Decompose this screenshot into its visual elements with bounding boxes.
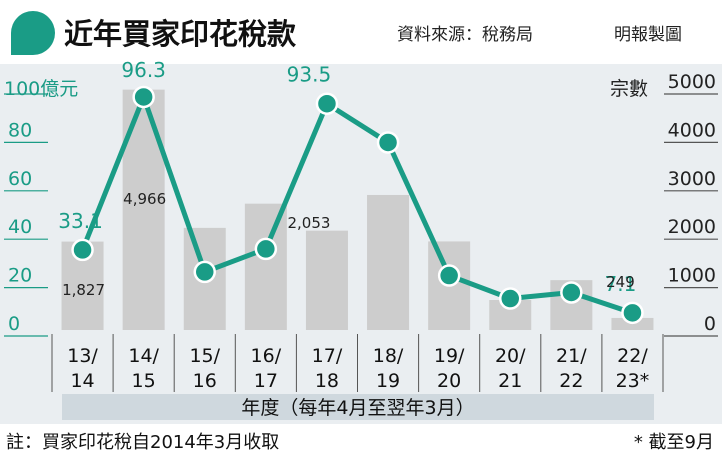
- tax-point-19/20: [437, 264, 461, 287]
- asterisk-footnote: * 截至9月: [634, 432, 714, 453]
- x-tick-label: 13/: [67, 345, 98, 367]
- right-axis-unit-label: 宗數: [610, 78, 648, 100]
- bar-16/17: [244, 203, 287, 330]
- x-tick-label: 17: [254, 370, 278, 392]
- x-axis-title: 年度（每年4月至翌年3月）: [241, 397, 474, 419]
- count-value-label: 4,966: [123, 190, 166, 208]
- x-tick-label: 15/: [189, 345, 220, 367]
- tax-value-label: 7.1: [605, 272, 637, 296]
- x-tick-label: 14: [70, 370, 94, 392]
- left-axis-tick-label: 60: [8, 168, 32, 190]
- tax-point-14/15: [132, 85, 155, 109]
- right-axis-tick-label: 5000: [668, 71, 716, 93]
- tax-value-label: 33.1: [58, 209, 103, 233]
- tax-point-16/17: [254, 237, 278, 261]
- tax-value-label: 96.3: [121, 58, 166, 82]
- left-axis-tick-label: 40: [8, 216, 32, 238]
- speech-bubble-icon: [11, 11, 55, 55]
- bar-14/15: [122, 89, 165, 330]
- x-tick-label: 19/: [434, 345, 465, 367]
- bar-18/19: [367, 194, 410, 330]
- right-axis-tick-label: 0: [704, 313, 716, 335]
- right-axis-tick-label: 3000: [668, 168, 716, 190]
- tax-point-15/16: [193, 260, 216, 284]
- left-axis-tick-label: 0: [8, 313, 20, 335]
- plot-area: 80 60 40 20 0 5000 4000 3000 2000 1000 0 13/14 14/15…: [4, 58, 718, 392]
- x-tick-label: 20: [437, 370, 461, 392]
- x-tick-label: 19: [376, 370, 400, 392]
- tax-point-21/22: [560, 281, 583, 304]
- x-tick-label: 18/: [373, 345, 404, 367]
- x-tick-label: 22: [559, 370, 583, 392]
- count-value-label: 249: [606, 273, 635, 291]
- right-axis-tick-label: 1000: [668, 265, 716, 287]
- bar-17/18: [305, 230, 348, 330]
- tax-point-18/19: [376, 131, 400, 154]
- tax-point-17/18: [315, 92, 339, 115]
- xlabel-band: [62, 394, 654, 420]
- x-tick-label: 16/: [251, 345, 282, 367]
- tax-point-13/14: [71, 238, 94, 262]
- credit-note: 明報製圖: [614, 25, 682, 45]
- x-tick-label: 20/: [495, 345, 526, 367]
- right-axis-tick-label: 4000: [668, 119, 716, 141]
- x-tick-label: 14/: [128, 345, 159, 367]
- x-tick-label: 18: [315, 370, 339, 392]
- tax-point-22/23: [621, 301, 644, 325]
- x-tick-label: 16: [193, 370, 217, 392]
- x-tick-label: 21/: [556, 345, 587, 367]
- x-tick-label: 23*: [616, 370, 650, 392]
- right-axis-tick-label: 2000: [668, 216, 716, 238]
- count-value-label: 2,053: [287, 214, 330, 232]
- left-axis-unit: 100億元: [4, 78, 78, 100]
- footer-band: [0, 424, 722, 459]
- tax-value-label: 93.5: [287, 63, 332, 87]
- left-axis-unit-label: 億元: [40, 78, 78, 100]
- x-tick-label: 22/: [617, 345, 648, 367]
- left-axis-tick-label: 20: [8, 265, 32, 287]
- footnote: 註：買家印花稅自2014年3月收取: [6, 432, 279, 453]
- left-axis-tick-label: 80: [8, 119, 32, 141]
- tax-amount-line: [80, 94, 634, 316]
- header-band: [0, 0, 722, 64]
- x-tick-label: 15: [132, 370, 156, 392]
- left-axis-tick-top: 100: [4, 78, 40, 100]
- x-tick-label: 21: [498, 370, 522, 392]
- count-value-label: 1,827: [62, 281, 105, 299]
- chart-title: 近年買家印花稅款: [64, 17, 297, 51]
- x-tick-label: 17/: [312, 345, 343, 367]
- source-note: 資料來源：稅務局: [397, 25, 533, 45]
- tax-point-20/21: [499, 287, 522, 310]
